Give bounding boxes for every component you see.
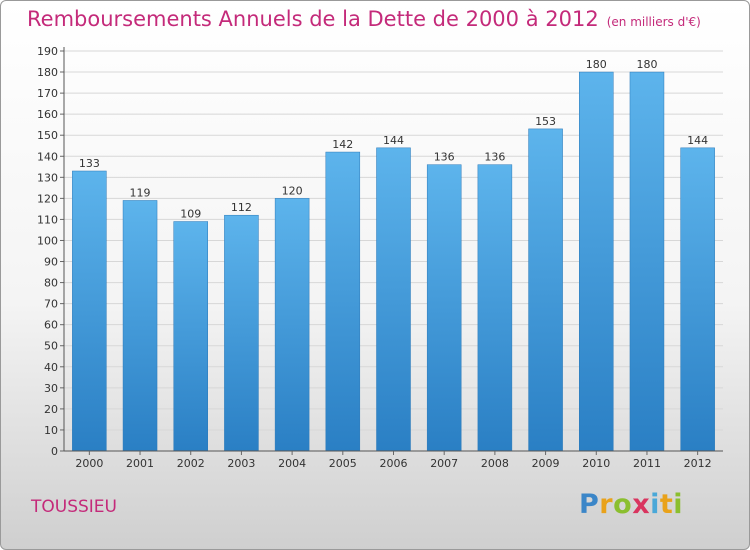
y-tick-label: 190 (37, 45, 58, 58)
chart-subtitle: (en milliers d'€) (606, 15, 701, 29)
value-label-2002: 109 (180, 208, 201, 221)
x-tick-label-2002: 2002 (177, 457, 205, 470)
bar-2011 (629, 71, 665, 452)
value-label-2008: 136 (484, 151, 505, 164)
y-tick-label: 0 (51, 445, 58, 458)
bar-2012 (680, 147, 715, 452)
x-tick-label-2010: 2010 (582, 457, 610, 470)
y-tick-label: 180 (37, 66, 58, 79)
y-tick-label: 20 (44, 403, 58, 416)
y-tick-label: 40 (44, 361, 58, 374)
x-tick-label-2012: 2012 (684, 457, 712, 470)
y-tick-label: 90 (44, 256, 58, 269)
bar-2001 (122, 200, 158, 452)
x-tick-label-2005: 2005 (329, 457, 357, 470)
bar-2008 (477, 164, 513, 452)
x-tick-label-2008: 2008 (481, 457, 509, 470)
value-label-2005: 142 (332, 138, 353, 151)
x-tick-label-2006: 2006 (380, 457, 408, 470)
value-label-2006: 144 (383, 134, 404, 147)
value-label-2010: 180 (586, 58, 607, 71)
bar-2006 (376, 147, 411, 452)
bar-2004 (274, 198, 310, 452)
proxiti-logo: Proxiti (579, 489, 684, 520)
y-tick-label: 130 (37, 171, 58, 184)
value-label-2003: 112 (231, 201, 252, 214)
axes: 0 10 20 30 40 50 60 70 80 90 100 110 120 130 140 150 160… (37, 45, 723, 470)
chart-title: Remboursements Annuels de la Dette de 20… (27, 7, 701, 31)
y-tick-label: 80 (44, 277, 58, 290)
x-tick-label-2004: 2004 (278, 457, 306, 470)
value-label-2012: 144 (687, 134, 708, 147)
y-tick-label: 150 (37, 129, 58, 142)
bar-2002 (173, 221, 208, 452)
value-label-2011: 180 (636, 58, 657, 71)
value-label-2004: 120 (282, 184, 303, 197)
bar-2003 (224, 214, 259, 452)
y-tick-label: 140 (37, 150, 58, 163)
bar-2005 (325, 151, 361, 452)
y-tick-label: 110 (37, 213, 58, 226)
value-label-2001: 119 (130, 186, 151, 199)
y-tick-label: 120 (37, 192, 58, 205)
y-tick-label: 170 (37, 87, 58, 100)
bar-2009 (528, 128, 563, 452)
bar-2000 (72, 170, 107, 452)
value-label-2000: 133 (79, 157, 100, 170)
y-tick-label: 100 (37, 234, 58, 247)
y-tick-label: 50 (44, 340, 58, 353)
y-tick-label: 30 (44, 382, 58, 395)
x-tick-label-2001: 2001 (126, 457, 154, 470)
value-label-2007: 136 (434, 151, 455, 164)
x-tick-label-2011: 2011 (633, 457, 661, 470)
x-tick-label-2003: 2003 (227, 457, 255, 470)
x-tick-label-2009: 2009 (532, 457, 560, 470)
bar-2007 (426, 164, 462, 452)
bars: 133 119 109 112 120 142 144 136 136 153 180 180 144 (72, 58, 715, 452)
y-tick-label: 60 (44, 319, 58, 332)
value-label-2009: 153 (535, 115, 556, 128)
x-tick-label-2007: 2007 (430, 457, 458, 470)
y-tick-label: 70 (44, 298, 58, 311)
bar-2010 (579, 71, 614, 452)
y-tick-label: 160 (37, 108, 58, 121)
commune-name: TOUSSIEU (31, 497, 117, 517)
x-tick-label-2000: 2000 (75, 457, 103, 470)
y-tick-label: 10 (44, 424, 58, 437)
